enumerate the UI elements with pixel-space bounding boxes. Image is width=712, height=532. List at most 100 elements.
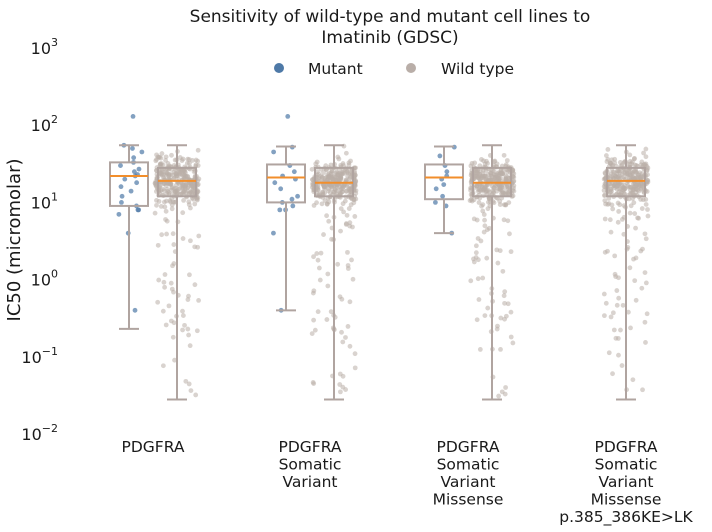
wild-type-point (182, 322, 187, 328)
wild-type-point (608, 229, 614, 235)
wild-type-point (614, 302, 620, 308)
wild-type-point (477, 347, 483, 352)
wild-type-point (159, 151, 165, 156)
wild-type-point (645, 207, 650, 212)
wild-type-point (153, 182, 159, 188)
wild-type-point (501, 293, 507, 299)
mutant-point (118, 163, 123, 168)
box (424, 163, 464, 201)
wild-type-point (160, 308, 166, 314)
wild-type-point (194, 328, 200, 334)
wild-type-point (610, 371, 615, 377)
wild-type-point (183, 378, 189, 384)
wild-type-point (639, 181, 645, 187)
wild-type-point (617, 186, 622, 192)
wild-type-point (166, 303, 172, 309)
wild-type-point (644, 311, 650, 317)
wild-type-point (310, 290, 316, 296)
wild-type-point (503, 313, 509, 319)
category-label-line: PDGFRA (437, 438, 500, 456)
wild-type-point (607, 217, 613, 223)
wild-type-point (612, 253, 618, 259)
plot-area (109, 114, 651, 401)
wild-type-point (345, 263, 351, 268)
wild-type-point (352, 365, 358, 371)
y-tick-label: 10−2 (21, 422, 58, 444)
wild-type-point (638, 248, 644, 254)
wild-type-point (193, 157, 199, 163)
wild-type-point (164, 198, 169, 204)
wild-type-points (309, 143, 359, 395)
wild-type-point (615, 219, 621, 225)
wild-type-point (173, 182, 179, 188)
wild-type-point (610, 310, 616, 316)
wild-type-point (160, 363, 166, 369)
wild-type-point (321, 170, 326, 176)
wild-type-point (498, 346, 503, 352)
wild-type-point (508, 249, 514, 255)
wild-type-point (632, 278, 638, 284)
wild-type-point (632, 211, 638, 216)
wild-type-point (152, 210, 158, 216)
mutant-box (109, 144, 149, 330)
wild-type-point (477, 187, 483, 193)
wild-type-point (179, 158, 185, 163)
wild-type-point (628, 325, 633, 331)
wild-type-point (473, 168, 478, 173)
wild-type-point (602, 216, 608, 222)
wild-type-point (471, 216, 477, 222)
wild-type-point (498, 315, 504, 321)
wild-type-point (601, 291, 607, 297)
wild-type-point (345, 249, 350, 255)
wild-type-point (616, 209, 622, 214)
wild-type-point (605, 147, 611, 152)
wild-type-point (506, 200, 512, 205)
wild-type-point (492, 158, 498, 164)
wild-type-point (511, 188, 517, 194)
wild-type-point (321, 232, 326, 237)
wild-type-point (170, 263, 175, 269)
chart-title-line-1: Sensitivity of wild-type and mutant cell… (190, 7, 591, 27)
wild-type-point (628, 203, 634, 209)
wild-type-point (483, 168, 489, 173)
wild-type-point (324, 201, 330, 207)
y-tick-label: 10−1 (21, 345, 58, 367)
wild-type-point (171, 162, 177, 168)
wild-type-point (474, 317, 480, 323)
wild-type-point (326, 218, 332, 224)
wild-type-point (313, 161, 319, 167)
mutant-point (119, 200, 124, 205)
wild-type-point (168, 187, 174, 193)
wild-type-point (343, 150, 349, 156)
wild-type-point (315, 186, 321, 192)
mutant-point (295, 193, 300, 199)
wild-type-point (325, 283, 331, 289)
wild-type-point (325, 271, 331, 277)
category-label-line: Variant (283, 473, 338, 491)
wild-type-point (507, 231, 512, 237)
wild-type-point (337, 382, 343, 387)
wild-type-point (170, 231, 176, 237)
legend-mutant-label: Mutant (308, 60, 363, 78)
y-tick-label: 103 (31, 36, 58, 58)
wild-type-point (643, 146, 649, 152)
wild-type-point (472, 160, 478, 166)
wild-type-box (472, 144, 512, 401)
wild-type-point (349, 257, 354, 263)
wild-type-point (502, 185, 508, 191)
wild-type-point (346, 206, 352, 211)
wild-type-point (310, 182, 316, 188)
wild-type-point (317, 277, 323, 283)
wild-type-point (627, 210, 633, 216)
category-label-line: Somatic (595, 456, 658, 474)
wild-type-point (195, 147, 201, 153)
wild-type-point (158, 203, 164, 209)
wild-type-point (505, 218, 511, 224)
wild-type-point (631, 200, 637, 206)
wild-type-point (180, 181, 185, 187)
wild-type-point (476, 200, 482, 205)
wild-type-point (343, 387, 348, 392)
wild-type-point (508, 309, 514, 315)
wild-type-point (485, 305, 491, 311)
wild-type-point (316, 265, 322, 271)
